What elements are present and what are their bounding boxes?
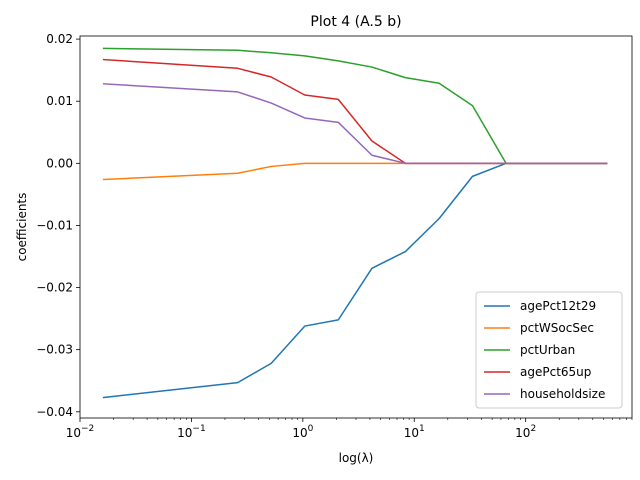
legend-label-pctWSocSec: pctWSocSec bbox=[520, 321, 594, 335]
y-tick-label: 0.01 bbox=[46, 94, 73, 108]
x-tick-label: 102 bbox=[515, 424, 536, 440]
x-tick-label: 10−1 bbox=[177, 424, 206, 440]
y-tick-label: −0.01 bbox=[36, 218, 73, 232]
x-tick-label: 100 bbox=[292, 424, 313, 440]
x-axis-title: log(λ) bbox=[339, 451, 374, 465]
legend-label-agePct65up: agePct65up bbox=[520, 365, 591, 379]
series-line-householdsize bbox=[102, 83, 608, 165]
legend: agePct12t29 pctWSocSec pctUrban agePct65up h… bbox=[475, 291, 623, 409]
legend-label-householdsize: householdsize bbox=[520, 387, 605, 401]
x-tick-label: 101 bbox=[404, 424, 425, 440]
y-tick-label: −0.03 bbox=[36, 343, 73, 357]
axes: 10−2 10−1 100 101 102 0.02 0.01 0.00 −0.01 −0.02 −… bbox=[36, 32, 633, 440]
legend-label-agePct12t29: agePct12t29 bbox=[520, 299, 596, 313]
x-tick-label: 10−2 bbox=[66, 424, 95, 440]
chart-title: Plot 4 (A.5 b) bbox=[310, 14, 401, 30]
legend-frame bbox=[475, 291, 623, 409]
y-tick-label: 0.00 bbox=[46, 156, 73, 170]
y-tick-label: 0.02 bbox=[46, 32, 73, 46]
y-tick-label: −0.04 bbox=[36, 405, 73, 419]
y-tick-label: −0.02 bbox=[36, 281, 73, 295]
legend-label-pctUrban: pctUrban bbox=[520, 343, 575, 357]
y-axis-title: coefficients bbox=[15, 193, 29, 262]
plot-area bbox=[102, 47, 608, 399]
